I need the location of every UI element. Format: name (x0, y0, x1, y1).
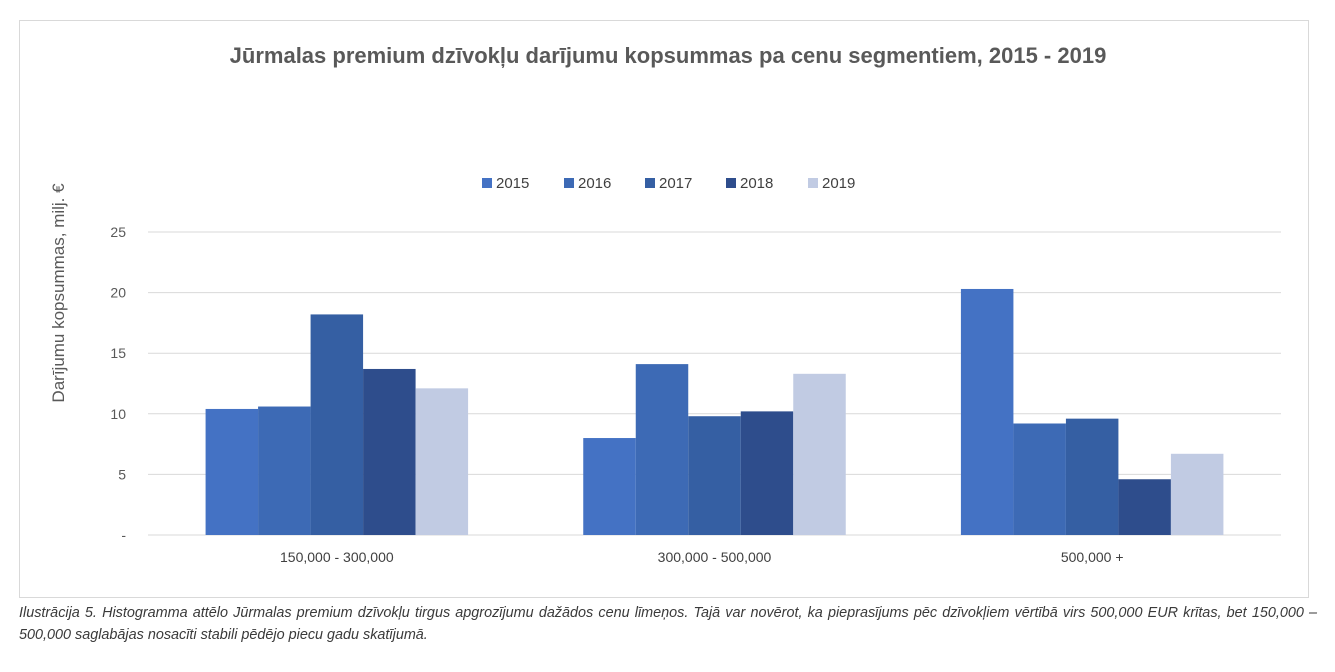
bar-2017-1 (688, 416, 741, 535)
bar-2016-0 (258, 406, 311, 535)
y-tick-label: 25 (110, 224, 126, 240)
bar-2016-2 (1013, 423, 1066, 535)
bars (205, 288, 1224, 535)
y-tick-label: - (121, 527, 126, 543)
figure-caption: Ilustrācija 5. Histogramma attēlo Jūrmal… (19, 605, 1317, 643)
bar-2017-0 (310, 314, 364, 535)
bar-2016-1 (635, 364, 689, 535)
legend-label-2016: 2016 (578, 175, 611, 192)
y-axis-title: Darījumu kopsummas, milj. € (49, 183, 68, 403)
y-tick-label: 5 (118, 466, 126, 482)
y-axis-ticks: - 5 10 15 20 25 (110, 224, 126, 543)
legend-label-2019: 2019 (822, 175, 855, 192)
legend-label-2017: 2017 (659, 175, 692, 192)
chart-container: Jūrmalas premium dzīvokļu darījumu kopsu… (19, 20, 1309, 598)
bar-2019-0 (415, 388, 469, 535)
bar-chart: Jūrmalas premium dzīvokļu darījumu kopsu… (49, 43, 1281, 565)
bar-2018-0 (363, 368, 416, 535)
legend-label-2015: 2015 (496, 175, 529, 192)
bar-2018-2 (1118, 479, 1171, 535)
legend-swatch-2018 (726, 178, 736, 188)
legend-label-2018: 2018 (740, 175, 773, 192)
legend-swatch-2016 (564, 178, 574, 188)
chart-title: Jūrmalas premium dzīvokļu darījumu kopsu… (230, 43, 1107, 68)
x-category-label: 500,000 + (1061, 549, 1124, 565)
bar-2018-1 (740, 411, 794, 535)
legend-swatch-2015 (482, 178, 492, 188)
y-tick-label: 10 (110, 406, 126, 422)
bar-2019-1 (793, 373, 846, 535)
x-axis-labels: 150,000 - 300,000 300,000 - 500,000 500,00… (280, 549, 1123, 565)
bar-2015-1 (583, 438, 636, 535)
y-tick-label: 15 (110, 345, 126, 361)
legend: 2015 2016 2017 2018 2019 (482, 175, 855, 192)
y-tick-label: 20 (110, 285, 126, 301)
legend-swatch-2019 (808, 178, 818, 188)
bar-2019-2 (1170, 453, 1224, 535)
bar-2015-2 (960, 288, 1014, 535)
x-category-label: 150,000 - 300,000 (280, 549, 394, 565)
legend-swatch-2017 (645, 178, 655, 188)
bar-2015-0 (205, 408, 259, 535)
bar-2017-2 (1065, 418, 1119, 535)
x-category-label: 300,000 - 500,000 (658, 549, 772, 565)
